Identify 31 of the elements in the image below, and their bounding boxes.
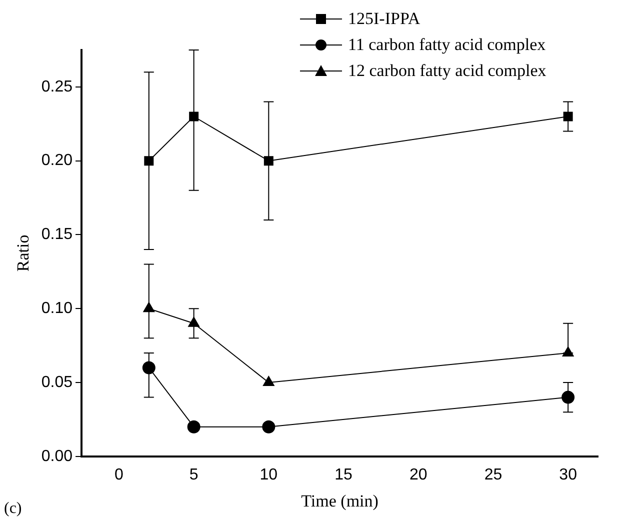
- x-tick-label: 5: [189, 466, 198, 484]
- point: [142, 361, 156, 374]
- point: [262, 376, 274, 386]
- point: [262, 420, 276, 434]
- x-tick-label: 30: [559, 466, 578, 484]
- x-tick-label: 20: [409, 466, 428, 484]
- x-axis-title: Time (min): [301, 491, 378, 510]
- point: [562, 390, 575, 404]
- point: [144, 156, 154, 166]
- point: [189, 112, 199, 122]
- legend-label: 11 carbon fatty acid complex: [348, 34, 546, 56]
- x-tick-label: 15: [334, 466, 353, 484]
- point: [563, 112, 573, 122]
- x-tick-label: 0: [114, 466, 124, 484]
- y-tick-label: 0.15: [41, 226, 73, 244]
- point: [187, 420, 200, 434]
- x-tick-label: 25: [484, 466, 502, 484]
- y-tick-label: 0.20: [41, 152, 73, 170]
- legend-label: 12 carbon fatty acid complex: [348, 60, 546, 82]
- point: [143, 302, 155, 312]
- point: [188, 316, 200, 327]
- y-tick-label: 0.00: [41, 448, 73, 465]
- y-tick-label: 0.05: [41, 374, 73, 391]
- y-tick-label: 0.25: [41, 78, 73, 96]
- text: (c): [4, 500, 22, 517]
- point: [264, 156, 274, 166]
- y-tick-label: 0.10: [41, 300, 73, 318]
- point: [562, 346, 574, 356]
- x-tick-label: 10: [260, 466, 278, 484]
- y-axis-title: Ratio: [14, 234, 33, 272]
- legend-label: 125I-IPPA: [348, 8, 420, 30]
